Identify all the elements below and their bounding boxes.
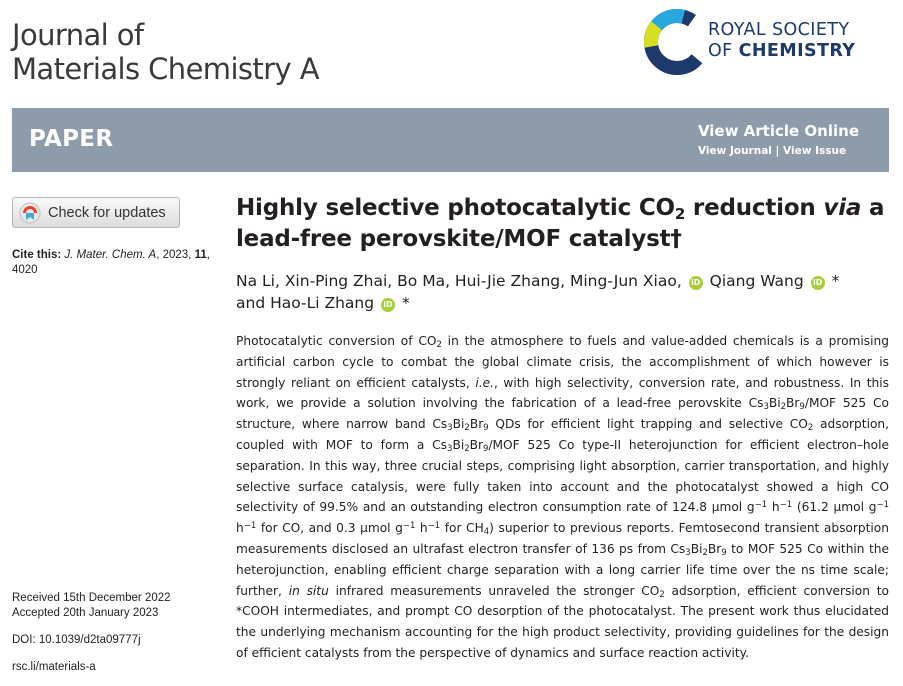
title-subscript: 2 — [674, 205, 686, 223]
abstract-text: infrared measurements unraveled the stro… — [328, 583, 660, 598]
abstract-text: in the atmosphere to fuels and value-add… — [236, 334, 889, 390]
article-type-banner: PAPER View Article Online View Journal |… — [12, 108, 889, 172]
superscript: −1 — [427, 521, 441, 532]
subscript: 9 — [721, 547, 727, 558]
author-list: Na Li, Xin-Ping Zhai, Bo Ma, Hui-Jie Zha… — [236, 270, 891, 314]
subscript: 2 — [659, 589, 665, 600]
view-article-online-link[interactable]: View Article Online — [697, 122, 859, 140]
subscript: 3 — [763, 402, 769, 413]
abstract-text: Br — [469, 437, 484, 452]
subscript: 3 — [685, 547, 691, 558]
corresponding-author-marker: * — [831, 272, 840, 290]
abstract-text: h — [236, 521, 244, 536]
abstract-text: adsorption, efficient conversion to *COO… — [236, 583, 889, 660]
corresponding-author-marker: * — [401, 294, 410, 312]
orcid-icon[interactable]: iD — [810, 276, 825, 290]
cite-journal: J. Mater. Chem. A — [64, 249, 157, 261]
rsc-wordmark-bold: CHEMISTRY — [738, 41, 856, 61]
abstract-text: adsorption, coupled with MOF to form a C… — [236, 417, 890, 452]
journal-title-line1: Journal of — [12, 18, 144, 52]
abstract-text: for CO, and 0.3 μmol g — [256, 521, 403, 536]
subscript: 2 — [702, 547, 708, 558]
subscript: 3 — [447, 443, 453, 454]
abstract-italic: in situ — [288, 583, 329, 598]
journal-title-line2: Materials Chemistry A — [12, 52, 320, 86]
title-part3: a lead-free perovskite/MOF catalyst† — [236, 195, 885, 252]
rsc-journal-link[interactable]: rsc.li/materials-a — [12, 661, 96, 673]
abstract-text: Photocatalytic conversion of CO — [236, 334, 437, 348]
subscript: 2 — [436, 340, 442, 350]
abstract-text: Bi — [452, 437, 465, 452]
subscript: 9 — [483, 443, 489, 454]
crossmark-icon — [19, 202, 41, 223]
subscript: 2 — [464, 423, 470, 434]
subscript: 9 — [799, 402, 805, 413]
superscript: −1 — [243, 521, 257, 532]
superscript: −1 — [779, 500, 793, 511]
abstract-text: (61.2 μmol g — [792, 500, 877, 515]
paper-title: Highly selective photocatalytic CO2 redu… — [236, 193, 891, 255]
rsc-wordmark-line1: ROYAL SOCIETY — [708, 20, 850, 40]
orcid-icon[interactable]: iD — [688, 276, 703, 290]
article-type-label: PAPER — [29, 126, 114, 152]
abstract-text: Br — [786, 396, 800, 411]
cite-year: , 2023, — [156, 249, 195, 261]
banner-links: View Article Online View Journal | View … — [698, 122, 859, 157]
cite-pages: 4020 — [12, 264, 38, 276]
abstract-text: /MOF 525 Co type-II heterojunction for e… — [236, 437, 889, 515]
abstract-text: Bi — [452, 417, 465, 432]
title-part1: Highly selective photocatalytic CO — [236, 195, 675, 221]
view-links-separator: | — [771, 145, 784, 157]
check-for-updates-label: Check for updates — [48, 204, 166, 221]
journal-title: Journal of Materials Chemistry A — [12, 18, 320, 86]
superscript: −1 — [876, 500, 889, 511]
abstract-text: , with high selectivity, conversion rate… — [236, 375, 889, 411]
abstract: Photocatalytic conversion of CO2 in the … — [236, 331, 889, 664]
subscript: 2 — [807, 423, 814, 434]
abstract-text: to MOF 525 Co within the heterojunction,… — [236, 541, 889, 598]
rsc-wordmark-line2: OF CHEMISTRY — [708, 41, 855, 62]
rsc-wordmark-prefix: OF — [708, 41, 739, 61]
abstract-text: h — [415, 521, 428, 536]
abstract-text: Bi — [690, 541, 703, 556]
cite-separator: , — [206, 249, 210, 261]
subscript: 3 — [447, 423, 453, 434]
abstract-text: QDs for efficient light trapping and sel… — [488, 417, 808, 432]
superscript: −1 — [754, 500, 768, 511]
superscript: −1 — [402, 521, 416, 532]
doi-link[interactable]: DOI: 10.1039/d2ta09777j — [12, 634, 141, 646]
view-links-row: View Journal | View Issue — [698, 145, 859, 157]
cite-volume: 11 — [194, 249, 207, 261]
accepted-date: Accepted 20th January 2023 — [12, 607, 159, 619]
check-for-updates-button[interactable]: Check for updates — [12, 197, 180, 228]
subscript: 9 — [483, 423, 489, 434]
title-part2: reduction — [685, 195, 824, 221]
rsc-wordmark: ROYAL SOCIETY OF CHEMISTRY — [708, 20, 855, 62]
abstract-text: Br — [707, 541, 722, 556]
abstract-text: Bi — [768, 396, 781, 411]
received-date: Received 15th December 2022 — [12, 592, 171, 604]
rsc-logo-mark-icon — [644, 8, 710, 75]
abstract-text: Br — [469, 417, 484, 432]
view-issue-link[interactable]: View Issue — [783, 145, 847, 157]
abstract-text: ) superior to previous reports. Femtosec… — [236, 521, 889, 556]
subscript: 2 — [464, 443, 470, 454]
abstract-text: h — [767, 500, 780, 515]
abstract-text: /MOF 525 Co structure, where narrow band… — [236, 396, 889, 432]
abstract-text: for CH — [440, 521, 484, 536]
view-journal-link[interactable]: View Journal — [697, 145, 772, 157]
article-dates: Received 15th December 2022 Accepted 20t… — [12, 591, 171, 621]
cite-prefix: Cite this: — [12, 249, 65, 261]
abstract-italic: i.e. — [475, 375, 494, 390]
authors-group1: Na Li, Xin-Ping Zhai, Bo Ma, Hui-Jie Zha… — [236, 272, 682, 290]
citation-block: Cite this: J. Mater. Chem. A, 2023, 11, 4… — [12, 248, 217, 278]
orcid-icon[interactable]: iD — [381, 298, 396, 312]
subscript: 4 — [483, 527, 490, 538]
author-hao-li-zhang: and Hao-Li Zhang — [236, 294, 375, 312]
author-qiang-wang: Qiang Wang — [709, 272, 804, 290]
title-via: via — [823, 195, 862, 221]
subscript: 2 — [780, 402, 787, 413]
